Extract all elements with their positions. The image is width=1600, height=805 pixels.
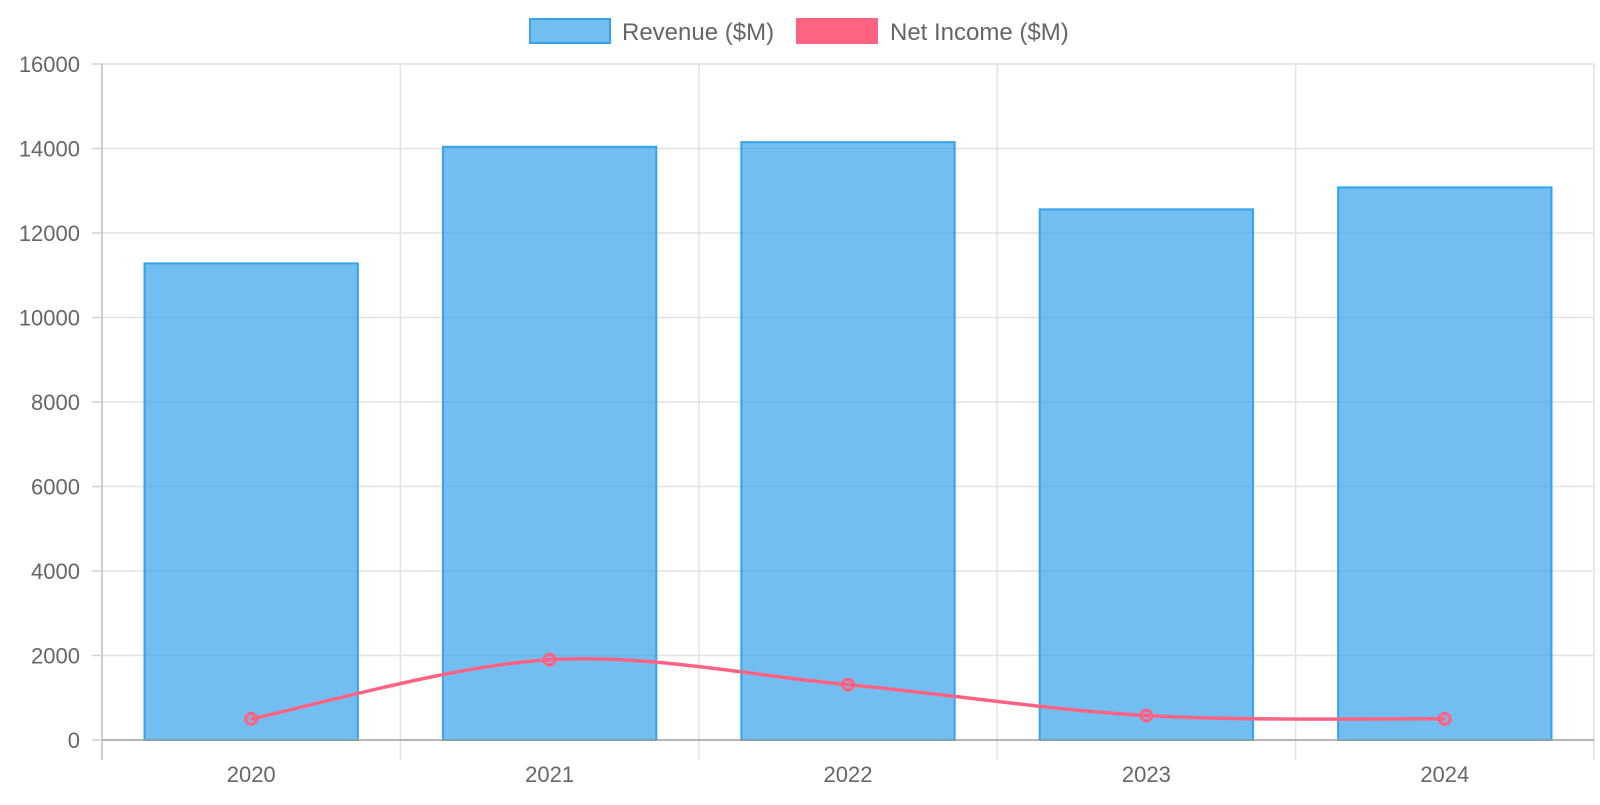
legend: Revenue ($M) Net Income ($M) bbox=[529, 18, 1069, 46]
net-income-point[interactable] bbox=[1437, 711, 1452, 726]
revenue-bar[interactable] bbox=[1337, 186, 1553, 741]
revenue-bar[interactable] bbox=[740, 141, 956, 742]
bars bbox=[143, 141, 1553, 742]
y-tick-label: 14000 bbox=[19, 137, 80, 162]
x-tick-label: 2022 bbox=[824, 762, 873, 787]
net-income-point[interactable] bbox=[841, 677, 855, 692]
legend-swatch-net-income bbox=[796, 18, 878, 44]
net-income-point[interactable] bbox=[542, 652, 557, 667]
revenue-bar[interactable] bbox=[441, 145, 658, 741]
legend-label-net-income: Net Income ($M) bbox=[890, 19, 1069, 46]
net-income-point[interactable] bbox=[1139, 708, 1154, 723]
y-tick-label: 0 bbox=[68, 728, 80, 753]
y-tick-label: 16000 bbox=[19, 52, 80, 77]
x-tick-label: 2024 bbox=[1420, 762, 1469, 787]
tick-labels: 0 2000 4000 6000 8000 10000 12000 14000 16000 202… bbox=[19, 52, 1469, 787]
x-tick-label: 2023 bbox=[1122, 762, 1171, 787]
x-tick-label: 2021 bbox=[525, 762, 574, 787]
net-income-line-path bbox=[250, 657, 1445, 721]
revenue-bar[interactable] bbox=[1038, 208, 1255, 741]
y-tick-label: 4000 bbox=[31, 559, 80, 584]
legend-item-revenue[interactable]: Revenue ($M) bbox=[529, 18, 774, 46]
revenue-bar[interactable] bbox=[143, 262, 359, 741]
net-income-point[interactable] bbox=[244, 711, 259, 726]
legend-label-revenue: Revenue ($M) bbox=[622, 19, 774, 46]
x-tick-label: 2020 bbox=[227, 762, 276, 787]
legend-swatch-revenue bbox=[529, 18, 611, 44]
net-income-line bbox=[244, 652, 1452, 726]
y-tick-label: 12000 bbox=[19, 221, 80, 246]
y-tick-label: 8000 bbox=[31, 390, 80, 415]
axes bbox=[92, 63, 1594, 741]
y-tick-label: 6000 bbox=[31, 475, 80, 500]
y-tick-label: 2000 bbox=[31, 644, 80, 669]
legend-item-net-income[interactable]: Net Income ($M) bbox=[796, 18, 1069, 46]
y-tick-label: 10000 bbox=[19, 306, 80, 331]
